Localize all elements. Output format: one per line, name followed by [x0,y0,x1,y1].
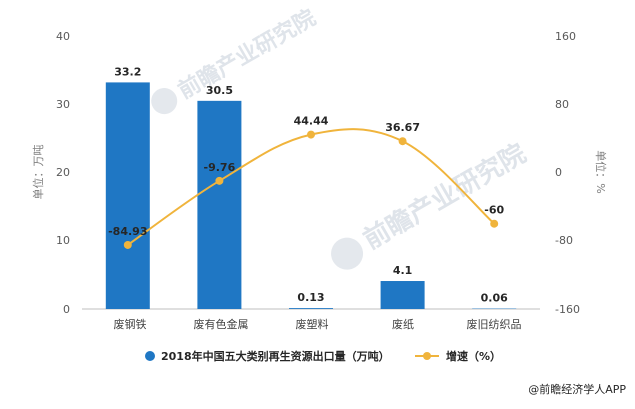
line-point-1 [215,177,223,185]
watermark-text-middle: 前瞻产业研究院 [358,138,531,256]
y-right-tick-4: 160 [555,30,576,43]
category-label-4: 废旧纺织品 [467,317,522,331]
bar-0 [106,82,150,309]
y-right-tick-2: 0 [555,166,562,179]
line-point-2 [307,131,315,139]
watermark-logo-icon [146,83,182,119]
category-label-3: 废纸 [392,317,414,331]
watermark-logo-icon-2 [325,232,369,276]
y-left-tick-0: 0 [63,303,70,316]
legend-bar-label: 2018年中国五大类别再生资源出口量（万吨） [161,349,390,363]
y-right-axis-title: 单位：% [594,150,608,193]
line-value-label-2: 44.44 [294,115,329,128]
line-point-0 [124,241,132,249]
source-credit: @前瞻经济学人APP [528,382,626,396]
x-axis-categories: 废钢铁 废有色金属 废塑料 废纸 废旧纺织品 [114,317,522,331]
line-value-label-0: -84.93 [108,225,147,238]
line-point-4 [490,220,498,228]
category-label-2: 废塑料 [296,317,329,331]
bar-value-label-4: 0.06 [481,292,508,305]
y-left-axis-title: 单位：万吨 [31,145,45,200]
bar-value-label-1: 30.5 [206,84,233,97]
legend-bar-swatch [145,351,155,361]
category-label-1: 废有色金属 [194,317,249,331]
bar-value-label-3: 4.1 [393,264,413,277]
y-left-tick-2: 20 [56,166,70,179]
y-left-tick-1: 10 [56,234,70,247]
y-right-tick-1: -80 [555,234,573,247]
bar-3 [381,281,425,309]
legend-line-dot [423,352,431,360]
legend-line-label: 增速（%） [446,349,501,363]
category-label-0: 废钢铁 [114,317,147,331]
legend: 2018年中国五大类别再生资源出口量（万吨） 增速（%） [145,349,501,363]
line-point-3 [399,137,407,145]
bar-1 [197,101,241,309]
y-axis-right: -160 -80 0 80 160 [555,30,580,316]
y-left-tick-3: 30 [56,98,70,111]
y-axis-left: 0 10 20 30 40 [56,30,70,316]
y-left-tick-4: 40 [56,30,70,43]
line-value-label-1: -9.76 [204,161,236,174]
growth-line-labels: -84.93 -9.76 44.44 36.67 -60 [108,115,504,238]
y-right-tick-3: 80 [555,98,569,111]
watermark-text-top: 前瞻产业研究院 [174,5,320,105]
y-right-tick-0: -160 [555,303,580,316]
line-value-label-3: 36.67 [385,121,420,134]
bar-2 [289,308,333,309]
bar-value-label-0: 33.2 [114,65,141,78]
line-value-label-4: -60 [484,204,504,217]
bar-value-label-2: 0.13 [297,291,324,304]
